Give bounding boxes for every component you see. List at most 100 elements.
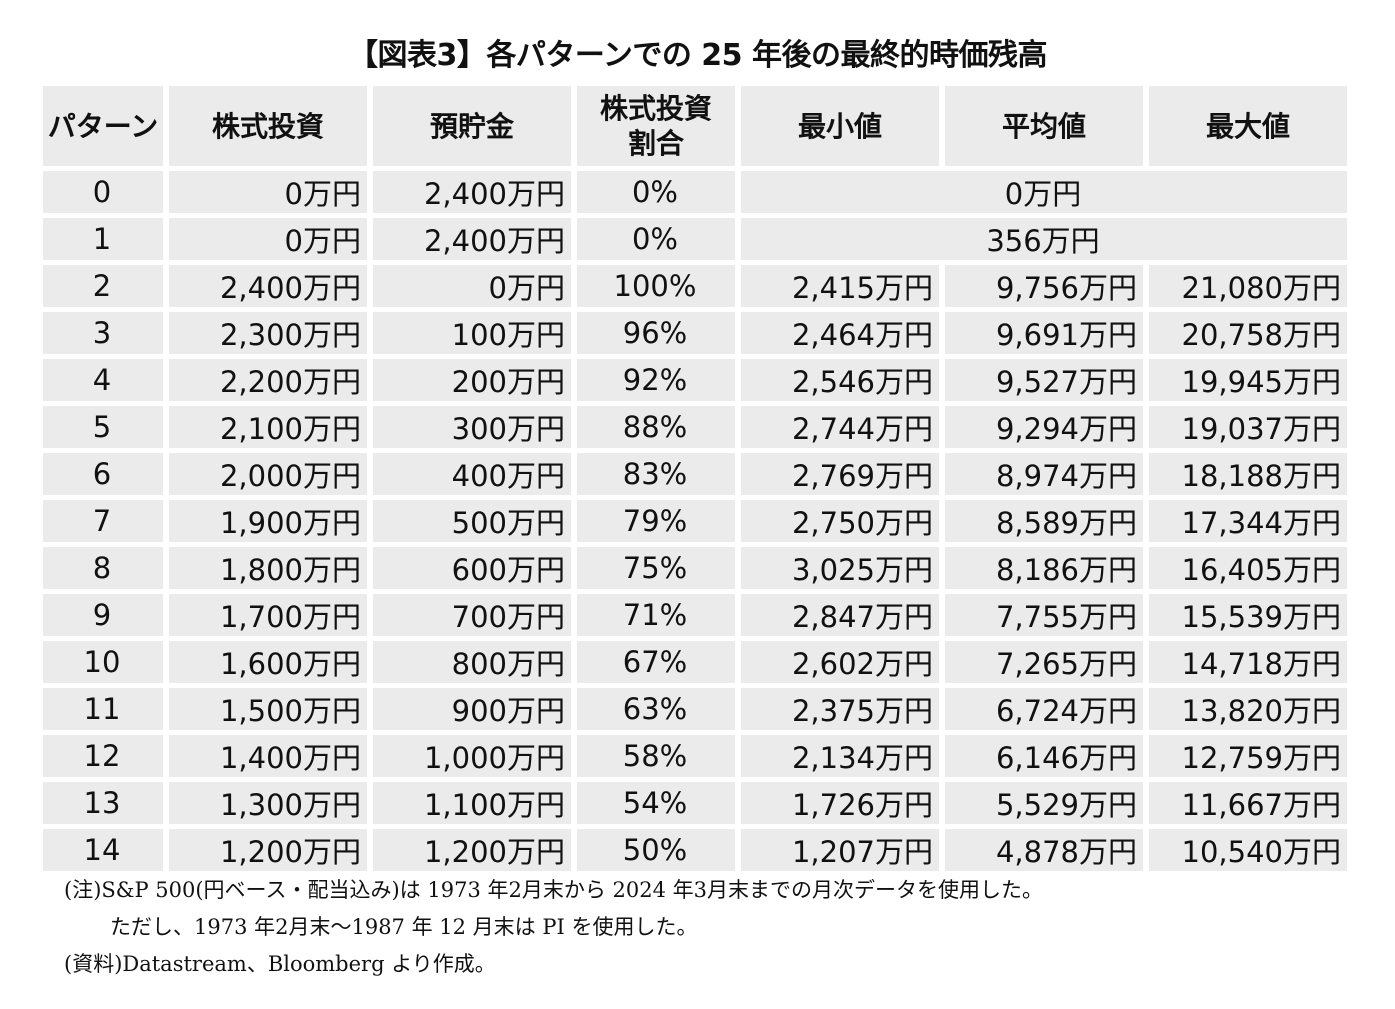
cell-merged-value: 0万円 <box>741 171 1347 213</box>
cell-deposit: 100万円 <box>373 312 571 354</box>
cell-avg: 5,529万円 <box>945 782 1143 824</box>
cell-ratio: 50% <box>577 829 735 871</box>
cell-stock: 1,700万円 <box>169 594 367 636</box>
cell-pattern: 1 <box>43 218 163 260</box>
table-row: 12 1,400万円 1,000万円 58% 2,134万円 6,146万円 12,759万… <box>43 735 1347 777</box>
cell-max: 20,758万円 <box>1149 312 1347 354</box>
cell-pattern: 7 <box>43 500 163 542</box>
cell-ratio: 83% <box>577 453 735 495</box>
cell-deposit: 200万円 <box>373 359 571 401</box>
table-row: 10 1,600万円 800万円 67% 2,602万円 7,265万円 14,718万円 <box>43 641 1347 683</box>
cell-merged-value: 356万円 <box>741 218 1347 260</box>
cell-stock: 1,900万円 <box>169 500 367 542</box>
cell-pattern: 0 <box>43 171 163 213</box>
cell-min: 1,207万円 <box>741 829 939 871</box>
table-row: 6 2,000万円 400万円 83% 2,769万円 8,974万円 18,188万円 <box>43 453 1347 495</box>
cell-ratio: 96% <box>577 312 735 354</box>
header-deposit: 預貯金 <box>373 86 571 166</box>
cell-max: 11,667万円 <box>1149 782 1347 824</box>
table-row: 13 1,300万円 1,100万円 54% 1,726万円 5,529万円 11,667万… <box>43 782 1347 824</box>
table-row: 4 2,200万円 200万円 92% 2,546万円 9,527万円 19,945万円 <box>43 359 1347 401</box>
cell-deposit: 1,200万円 <box>373 829 571 871</box>
note-line: ただし、1973 年2月末～1987 年 12 月末は PI を使用した。 <box>110 915 698 939</box>
cell-stock: 1,400万円 <box>169 735 367 777</box>
cell-max: 19,945万円 <box>1149 359 1347 401</box>
cell-ratio: 92% <box>577 359 735 401</box>
header-stock-ratio-line2: 割合 <box>627 127 684 160</box>
table-row: 9 1,700万円 700万円 71% 2,847万円 7,755万円 15,539万円 <box>43 594 1347 636</box>
header-max: 最大値 <box>1149 86 1347 166</box>
cell-stock: 1,500万円 <box>169 688 367 730</box>
cell-pattern: 9 <box>43 594 163 636</box>
cell-min: 2,847万円 <box>741 594 939 636</box>
cell-pattern: 10 <box>43 641 163 683</box>
header-row: パターン 株式投資 預貯金 株式投資 割合 最小値 平均値 最大値 <box>43 86 1347 166</box>
cell-min: 2,134万円 <box>741 735 939 777</box>
cell-min: 2,769万円 <box>741 453 939 495</box>
cell-deposit: 400万円 <box>373 453 571 495</box>
cell-avg: 8,974万円 <box>945 453 1143 495</box>
cell-stock: 0万円 <box>169 218 367 260</box>
cell-avg: 8,186万円 <box>945 547 1143 589</box>
cell-deposit: 1,100万円 <box>373 782 571 824</box>
cell-stock: 2,000万円 <box>169 453 367 495</box>
cell-min: 1,726万円 <box>741 782 939 824</box>
cell-stock: 1,800万円 <box>169 547 367 589</box>
cell-deposit: 1,000万円 <box>373 735 571 777</box>
cell-ratio: 0% <box>577 218 735 260</box>
cell-pattern: 8 <box>43 547 163 589</box>
cell-ratio: 63% <box>577 688 735 730</box>
cell-stock: 2,100万円 <box>169 406 367 448</box>
header-pattern: パターン <box>43 86 163 166</box>
cell-stock: 1,300万円 <box>169 782 367 824</box>
cell-pattern: 2 <box>43 265 163 307</box>
cell-ratio: 58% <box>577 735 735 777</box>
cell-max: 16,405万円 <box>1149 547 1347 589</box>
cell-min: 2,546万円 <box>741 359 939 401</box>
cell-deposit: 800万円 <box>373 641 571 683</box>
cell-stock: 2,200万円 <box>169 359 367 401</box>
header-stock-ratio: 株式投資 割合 <box>577 86 735 166</box>
cell-ratio: 71% <box>577 594 735 636</box>
table-row: 1 0万円 2,400万円 0% 356万円 <box>43 218 1347 260</box>
cell-min: 2,744万円 <box>741 406 939 448</box>
cell-deposit: 700万円 <box>373 594 571 636</box>
cell-avg: 7,265万円 <box>945 641 1143 683</box>
cell-pattern: 3 <box>43 312 163 354</box>
cell-min: 3,025万円 <box>741 547 939 589</box>
cell-deposit: 500万円 <box>373 500 571 542</box>
cell-deposit: 900万円 <box>373 688 571 730</box>
cell-pattern: 11 <box>43 688 163 730</box>
cell-min: 2,464万円 <box>741 312 939 354</box>
figure-title: 【図表3】各パターンでの 25 年後の最終的時価残高 <box>347 38 1048 73</box>
cell-ratio: 54% <box>577 782 735 824</box>
header-stock: 株式投資 <box>169 86 367 166</box>
cell-max: 12,759万円 <box>1149 735 1347 777</box>
cell-deposit: 2,400万円 <box>373 218 571 260</box>
table-row: 7 1,900万円 500万円 79% 2,750万円 8,589万円 17,344万円 <box>43 500 1347 542</box>
cell-pattern: 13 <box>43 782 163 824</box>
cell-deposit: 2,400万円 <box>373 171 571 213</box>
notes: (注)S&P 500(円ベース・配当込み)は 1973 年2月末から 2024 … <box>64 872 1043 983</box>
cell-avg: 8,589万円 <box>945 500 1143 542</box>
cell-deposit: 0万円 <box>373 265 571 307</box>
table-body: 0 0万円 2,400万円 0% 0万円 1 0万円 2,400万円 0% 356万円 2 2,400… <box>43 171 1347 871</box>
cell-avg: 9,756万円 <box>945 265 1143 307</box>
cell-max: 21,080万円 <box>1149 265 1347 307</box>
cell-ratio: 67% <box>577 641 735 683</box>
header-avg: 平均値 <box>945 86 1143 166</box>
cell-min: 2,750万円 <box>741 500 939 542</box>
cell-ratio: 88% <box>577 406 735 448</box>
cell-min: 2,415万円 <box>741 265 939 307</box>
cell-ratio: 0% <box>577 171 735 213</box>
cell-pattern: 14 <box>43 829 163 871</box>
results-table: パターン 株式投資 預貯金 株式投資 割合 最小値 平均値 最大値 0 0万円 2,… <box>37 81 1353 876</box>
cell-min: 2,602万円 <box>741 641 939 683</box>
cell-stock: 0万円 <box>169 171 367 213</box>
note-line: (注)S&P 500(円ベース・配当込み)は 1973 年2月末から 2024 … <box>64 878 1043 902</box>
cell-avg: 9,527万円 <box>945 359 1143 401</box>
cell-ratio: 75% <box>577 547 735 589</box>
cell-max: 13,820万円 <box>1149 688 1347 730</box>
cell-min: 2,375万円 <box>741 688 939 730</box>
cell-stock: 2,400万円 <box>169 265 367 307</box>
